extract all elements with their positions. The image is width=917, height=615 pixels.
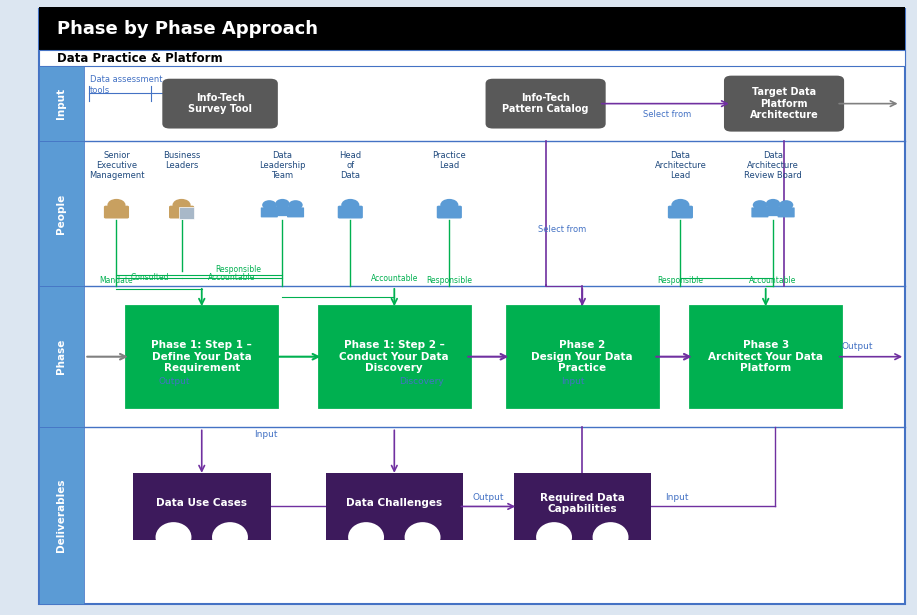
Circle shape	[275, 199, 290, 208]
FancyBboxPatch shape	[39, 50, 905, 66]
Circle shape	[107, 199, 126, 211]
Text: Data assessment
tools: Data assessment tools	[90, 75, 162, 95]
FancyBboxPatch shape	[287, 207, 304, 218]
Text: Accountable: Accountable	[208, 272, 256, 282]
FancyBboxPatch shape	[39, 66, 84, 141]
Text: Accountable: Accountable	[749, 276, 797, 285]
Text: Responsible: Responsible	[215, 264, 261, 274]
Text: Head
of
Data: Head of Data	[339, 151, 361, 180]
FancyBboxPatch shape	[326, 472, 463, 541]
Text: Responsible: Responsible	[426, 276, 472, 285]
Text: Phase by Phase Approach: Phase by Phase Approach	[57, 20, 318, 38]
FancyBboxPatch shape	[180, 207, 194, 219]
Text: Data Use Cases: Data Use Cases	[156, 498, 248, 509]
Text: Input: Input	[254, 430, 278, 438]
Text: Practice
Lead: Practice Lead	[433, 151, 466, 170]
Ellipse shape	[404, 522, 440, 552]
Ellipse shape	[156, 522, 192, 552]
Circle shape	[440, 199, 458, 211]
FancyBboxPatch shape	[514, 472, 651, 541]
FancyBboxPatch shape	[133, 472, 271, 541]
FancyBboxPatch shape	[39, 7, 905, 50]
Text: Data
Leadership
Team: Data Leadership Team	[260, 151, 305, 180]
FancyBboxPatch shape	[765, 206, 781, 216]
FancyBboxPatch shape	[436, 205, 462, 218]
Text: Input: Input	[561, 378, 585, 386]
FancyBboxPatch shape	[751, 207, 768, 218]
Text: Select from: Select from	[644, 110, 691, 119]
FancyBboxPatch shape	[486, 79, 605, 129]
Circle shape	[172, 199, 191, 211]
FancyBboxPatch shape	[778, 207, 795, 218]
Text: Phase 2
Design Your Data
Practice: Phase 2 Design Your Data Practice	[532, 340, 633, 373]
Text: Responsible: Responsible	[657, 276, 703, 285]
Text: Data
Architecture
Lead: Data Architecture Lead	[655, 151, 706, 180]
FancyBboxPatch shape	[39, 286, 84, 427]
Circle shape	[779, 200, 793, 210]
FancyBboxPatch shape	[169, 205, 194, 218]
Ellipse shape	[536, 522, 572, 552]
Text: Business
Leaders: Business Leaders	[163, 151, 200, 170]
Text: Accountable: Accountable	[370, 274, 418, 283]
Text: Discovery: Discovery	[400, 378, 444, 386]
Text: Target Data
Platform
Architecture: Target Data Platform Architecture	[750, 87, 818, 120]
Text: Input: Input	[57, 88, 66, 119]
Text: Select from: Select from	[538, 226, 586, 234]
Text: Output: Output	[842, 343, 873, 351]
Text: Data
Architecture
Review Board: Data Architecture Review Board	[745, 151, 801, 180]
Text: People: People	[57, 194, 66, 234]
FancyBboxPatch shape	[690, 306, 842, 407]
FancyBboxPatch shape	[162, 79, 278, 129]
Text: Output: Output	[472, 493, 504, 502]
Text: Phase: Phase	[57, 339, 66, 375]
Circle shape	[262, 200, 277, 210]
Circle shape	[288, 200, 303, 210]
Text: Required Data
Capabilities: Required Data Capabilities	[540, 493, 624, 514]
FancyBboxPatch shape	[506, 306, 658, 407]
Text: Phase 3
Architect Your Data
Platform: Phase 3 Architect Your Data Platform	[708, 340, 823, 373]
Text: Senior
Executive
Management: Senior Executive Management	[89, 151, 144, 180]
Text: Phase 1: Step 2 –
Conduct Your Data
Discovery: Phase 1: Step 2 – Conduct Your Data Disc…	[339, 340, 449, 373]
Ellipse shape	[212, 522, 248, 552]
Text: Consulted: Consulted	[130, 272, 169, 282]
FancyBboxPatch shape	[39, 141, 84, 286]
Circle shape	[671, 199, 690, 211]
Text: Info-Tech
Survey Tool: Info-Tech Survey Tool	[188, 93, 252, 114]
Circle shape	[766, 199, 780, 208]
FancyBboxPatch shape	[274, 206, 291, 216]
FancyBboxPatch shape	[724, 76, 844, 132]
Text: Data Practice & Platform: Data Practice & Platform	[57, 52, 223, 65]
FancyBboxPatch shape	[337, 205, 363, 218]
FancyBboxPatch shape	[39, 9, 905, 604]
FancyBboxPatch shape	[127, 306, 277, 407]
Ellipse shape	[348, 522, 384, 552]
Ellipse shape	[592, 522, 628, 552]
Circle shape	[753, 200, 768, 210]
Circle shape	[341, 199, 359, 211]
Text: Deliverables: Deliverables	[57, 479, 66, 552]
Text: Input: Input	[665, 493, 689, 502]
Text: Phase 1: Step 1 –
Define Your Data
Requirement: Phase 1: Step 1 – Define Your Data Requi…	[151, 340, 252, 373]
Text: Info-Tech
Pattern Catalog: Info-Tech Pattern Catalog	[503, 93, 589, 114]
FancyBboxPatch shape	[260, 207, 278, 218]
FancyBboxPatch shape	[39, 427, 84, 604]
FancyBboxPatch shape	[319, 306, 470, 407]
FancyBboxPatch shape	[104, 205, 129, 218]
FancyBboxPatch shape	[668, 205, 693, 218]
Text: Mandate: Mandate	[100, 276, 133, 285]
Text: Data Challenges: Data Challenges	[347, 498, 442, 509]
Text: Output: Output	[159, 378, 190, 386]
